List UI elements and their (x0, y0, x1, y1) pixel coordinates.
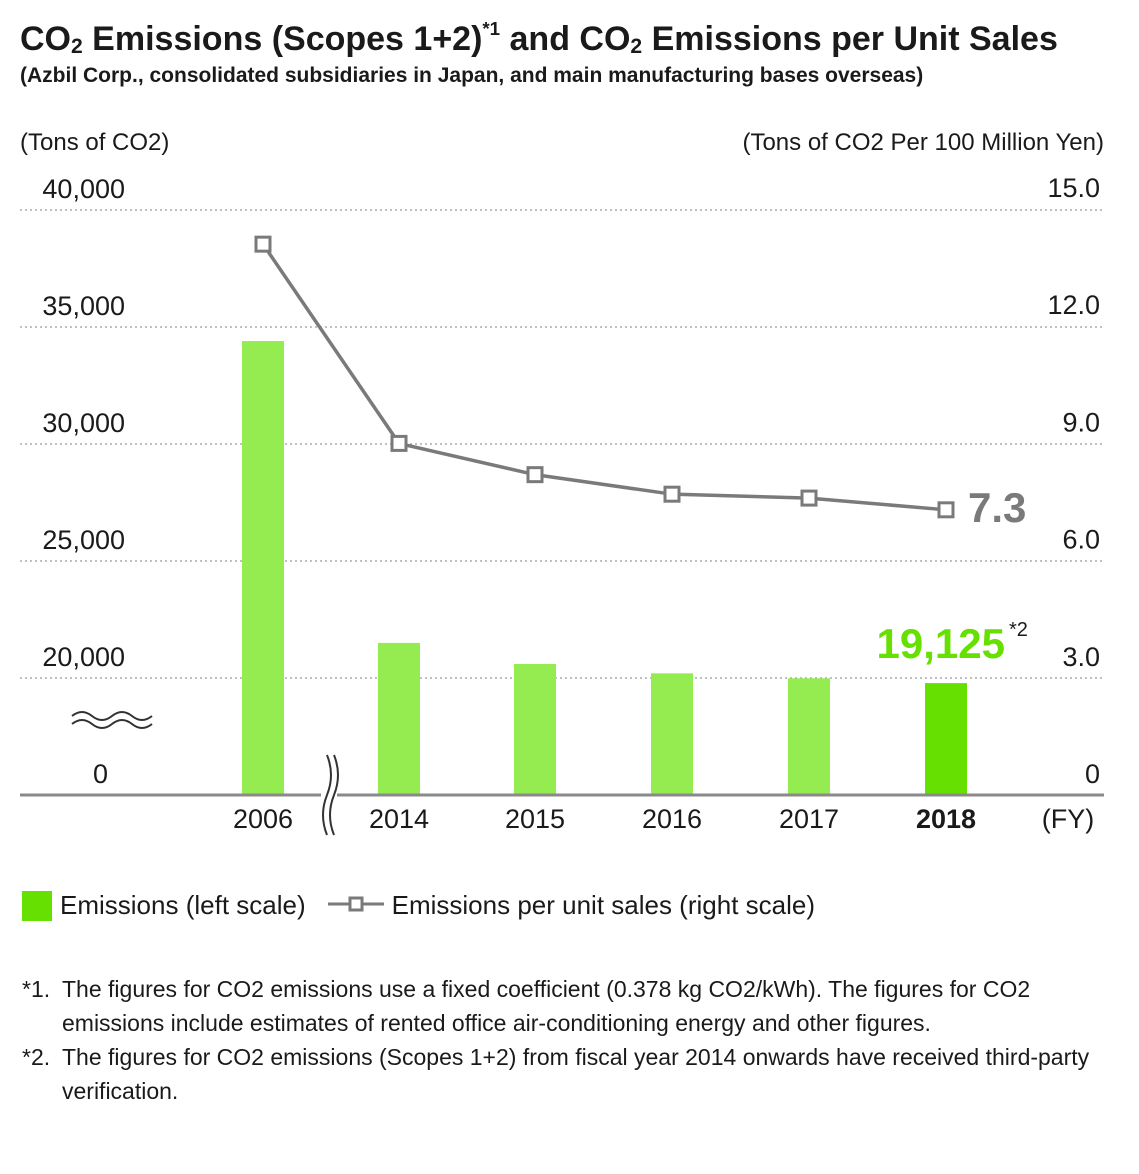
chart-title: CO2 Emissions (Scopes 1+2)*1 and CO2 Emi… (20, 18, 1058, 59)
x-tick-label: 2015 (505, 804, 565, 834)
bar-2014 (378, 642, 420, 795)
combo-chart: (Tons of CO2) (Tons of CO2 Per 100 Millio… (20, 129, 1104, 842)
line-point-2018 (937, 501, 955, 519)
x-tick-label: 2014 (369, 804, 429, 834)
line-series (261, 243, 947, 512)
legend-bar-swatch (22, 890, 52, 921)
x-unit-label: (FY) (1042, 804, 1094, 834)
line-point-2016 (663, 485, 681, 503)
bar-2016 (651, 673, 693, 795)
x-tick-label: 2016 (642, 804, 702, 834)
footnote-2: *2. The figures for CO2 emissions (Scope… (22, 1044, 1090, 1104)
axis-break-icon (71, 711, 153, 729)
right-tick-label: 6.0 (1062, 525, 1100, 555)
legend-line-symbol-icon (327, 890, 384, 921)
left-tick-label: 40,000 (42, 174, 125, 204)
left-tick-label: 35,000 (42, 291, 125, 321)
left-tick-label: 30,000 (42, 408, 125, 438)
bar-2006 (242, 341, 284, 795)
right-tick-label: 15.0 (1047, 173, 1100, 203)
last-line-value-label: 7.3 (968, 484, 1026, 531)
bar-2015 (514, 663, 556, 795)
x-tick-label: 2006 (233, 804, 293, 834)
right-tick-label: 9.0 (1062, 407, 1100, 437)
x-tick-label: 2018 (916, 804, 976, 834)
right-tick-label: 12.0 (1047, 290, 1100, 320)
legend-bar-label: Emissions (left scale) (60, 890, 306, 920)
left-tick-label: 25,000 (42, 525, 125, 555)
line-point-2017 (800, 489, 818, 507)
x-axis-break-icon (322, 754, 339, 836)
right-tick-label: 3.0 (1062, 642, 1100, 672)
left-axis-label: (Tons of CO2) (20, 129, 169, 156)
bar-2018 (925, 683, 967, 795)
footnotes: *1. The figures for CO2 emissions use a … (22, 972, 1112, 1108)
line-point-2015 (526, 466, 544, 484)
footnote-1: *1. The figures for CO2 emissions use a … (22, 976, 1031, 1036)
bar-2017 (788, 678, 830, 795)
right-tick-label: 0 (1085, 759, 1100, 789)
legend-line-label: Emissions per unit sales (right scale) (391, 890, 816, 920)
x-break-gap (321, 752, 337, 842)
chart-subtitle: (Azbil Corp., consolidated subsidiaries … (20, 64, 924, 87)
line-point-2014 (390, 434, 408, 452)
right-axis-label: (Tons of CO2 Per 100 Million Yen) (742, 129, 1104, 156)
last-bar-value-label: 19,125 (877, 620, 1005, 667)
line-point-2006 (254, 235, 272, 253)
x-tick-label: 2017 (779, 804, 839, 834)
left-tick-label: 20,000 (42, 642, 125, 672)
last-bar-note: *2 (1009, 619, 1028, 641)
legend: Emissions (left scale) Emissions per uni… (22, 890, 815, 921)
left-tick-label: 0 (93, 759, 108, 789)
